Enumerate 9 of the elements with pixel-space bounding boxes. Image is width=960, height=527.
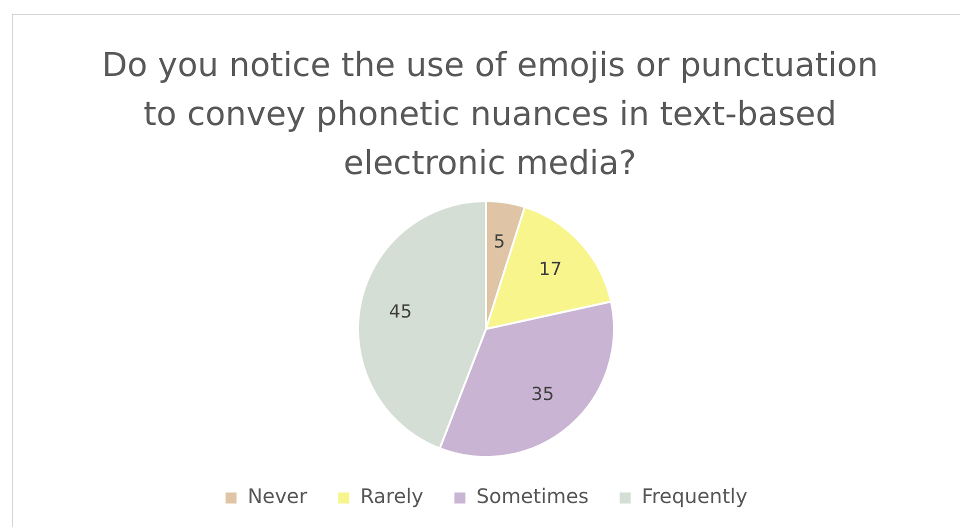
legend-label: Rarely (360, 484, 424, 508)
legend-label: Sometimes (476, 484, 589, 508)
chart-title: Do you notice the use of emojis or punctuation to convey phonetic nuances in text-based electronic media? (100, 44, 880, 184)
legend-label: Frequently (642, 484, 748, 508)
data-label: 5 (494, 232, 506, 253)
data-label: 17 (538, 259, 562, 280)
data-label: 45 (388, 302, 412, 323)
data-label: 35 (531, 384, 554, 405)
legend-label: Never (248, 484, 308, 508)
